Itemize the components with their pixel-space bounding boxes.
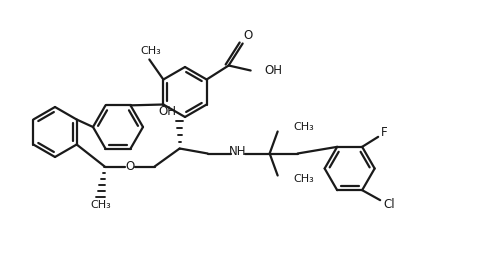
Text: O: O — [125, 160, 134, 173]
Text: F: F — [381, 126, 388, 139]
Text: CH₃: CH₃ — [90, 199, 111, 209]
Text: OH: OH — [158, 105, 176, 118]
Text: O: O — [243, 29, 252, 42]
Text: CH₃: CH₃ — [294, 123, 314, 133]
Text: Cl: Cl — [384, 198, 395, 211]
Text: CH₃: CH₃ — [294, 175, 314, 185]
Text: OH: OH — [264, 64, 282, 77]
Text: NH: NH — [229, 145, 246, 158]
Text: CH₃: CH₃ — [140, 47, 160, 57]
